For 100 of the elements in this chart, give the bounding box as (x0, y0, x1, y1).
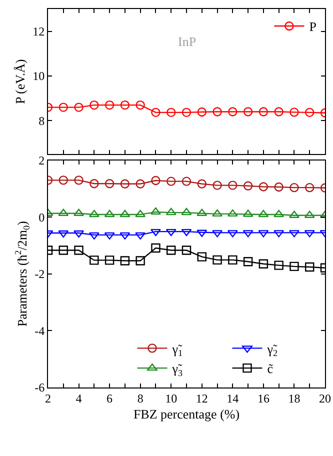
y-tick-label: 8 (38, 114, 45, 128)
point (305, 262, 314, 272)
point (212, 230, 222, 238)
y-tick-label: -4 (34, 324, 45, 338)
y-axis-title: P (eV.Å) (12, 59, 28, 104)
point (90, 100, 99, 110)
point (135, 210, 146, 218)
y-tick-label: 0 (38, 210, 45, 224)
point (151, 108, 160, 118)
point (305, 108, 314, 118)
point (74, 102, 84, 112)
point (58, 176, 68, 185)
point (104, 100, 114, 110)
point (305, 182, 314, 192)
y-tick-label: -2 (34, 267, 45, 282)
point (150, 207, 161, 215)
point (74, 230, 84, 238)
point (120, 100, 130, 110)
point (151, 176, 160, 186)
point (136, 256, 145, 266)
point (90, 256, 99, 265)
point (136, 179, 145, 188)
legend-label: γ̃$_{3}$ (171, 361, 183, 378)
point (258, 259, 268, 268)
point (166, 228, 176, 236)
point (166, 246, 176, 255)
point (212, 180, 222, 190)
point (136, 100, 145, 110)
x-tick-label: 14 (226, 392, 239, 406)
point (274, 260, 284, 270)
point (258, 182, 268, 192)
point (274, 182, 284, 192)
point (74, 246, 84, 255)
point (120, 179, 130, 188)
point (243, 181, 253, 190)
legend-label: P (309, 19, 316, 34)
point (228, 180, 238, 190)
x-tick-label: 20 (319, 392, 331, 406)
x-tick-label: 12 (196, 392, 208, 406)
point (290, 108, 299, 117)
point (104, 256, 114, 265)
point (182, 108, 192, 118)
point (258, 107, 268, 116)
point (58, 102, 68, 112)
point (197, 252, 206, 262)
point (104, 232, 115, 240)
point (120, 232, 130, 240)
point (290, 182, 299, 192)
point (182, 246, 192, 255)
point (74, 176, 84, 185)
point (212, 107, 222, 116)
point (151, 243, 160, 253)
point (228, 107, 238, 116)
point (181, 208, 192, 216)
x-tick-label: 16 (257, 392, 270, 406)
y-tick-label: 2 (38, 154, 45, 168)
point (197, 179, 206, 188)
point (290, 262, 299, 272)
point (227, 209, 238, 217)
point (58, 246, 68, 255)
point (212, 255, 222, 265)
point (274, 107, 284, 116)
x-tick-label: 4 (76, 392, 82, 406)
point (120, 210, 130, 218)
legend-label: c̃ (267, 361, 274, 376)
point (104, 179, 114, 188)
point (88, 210, 100, 218)
x-tick-label: 18 (288, 392, 300, 406)
point (182, 176, 192, 186)
point (166, 176, 176, 186)
legend-label: γ̃$_{1}$ (171, 341, 183, 358)
point (88, 232, 100, 240)
point (120, 256, 130, 266)
point (197, 107, 206, 117)
point (258, 210, 269, 218)
point (135, 232, 146, 240)
point (58, 230, 69, 238)
x-tick-label: 10 (165, 392, 178, 406)
point (104, 210, 115, 218)
point (90, 179, 99, 188)
point (228, 255, 238, 265)
point (243, 107, 253, 116)
y-tick-label: 10 (32, 69, 45, 84)
annotation: InP (178, 34, 196, 49)
point (166, 108, 176, 118)
point (212, 209, 222, 217)
point (243, 257, 253, 266)
point (181, 228, 192, 236)
point (150, 228, 161, 236)
point (74, 208, 84, 216)
point (166, 208, 176, 216)
x-tick-label: 6 (106, 392, 113, 406)
y-tick-label: 12 (32, 24, 45, 39)
y-tick-label: -6 (34, 380, 45, 395)
x-tick-label: 8 (137, 392, 144, 406)
point (289, 230, 300, 238)
legend-label: γ̃$_{2}$ (266, 341, 278, 358)
point (274, 210, 284, 218)
point (289, 210, 300, 218)
x-axis-title: FBZ percentage (%) (133, 406, 240, 422)
